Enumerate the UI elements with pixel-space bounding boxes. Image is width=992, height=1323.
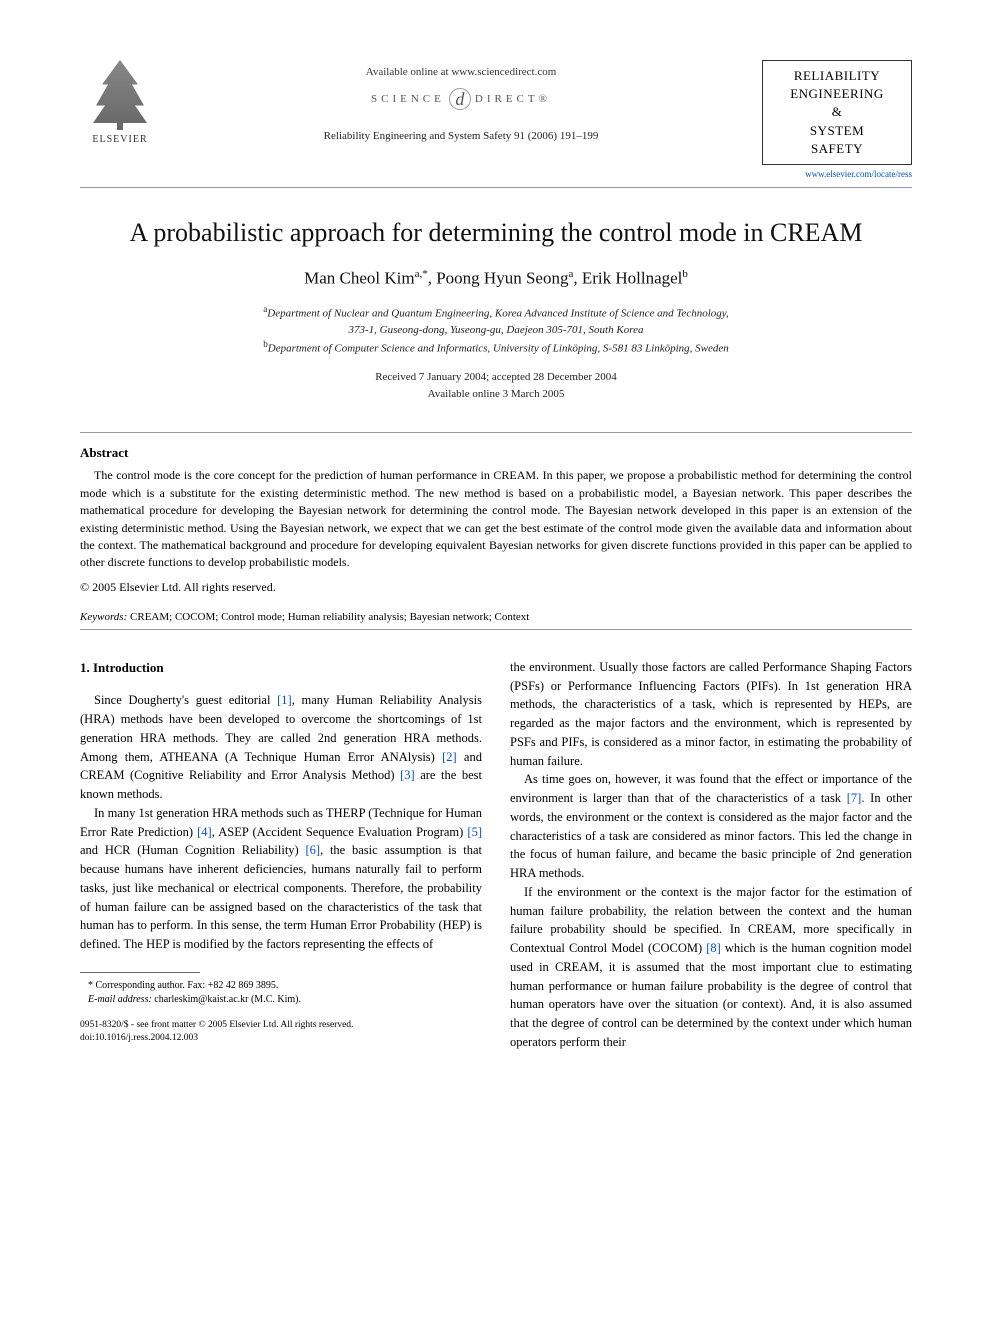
citation-link[interactable]: [1] (277, 693, 292, 707)
keywords-line: Keywords: CREAM; COCOM; Control mode; Hu… (80, 611, 912, 623)
article-title: A probabilistic approach for determining… (80, 218, 912, 248)
body-paragraph: In many 1st generation HRA methods such … (80, 804, 482, 954)
intro-heading: 1. Introduction (80, 658, 482, 678)
body-paragraph: As time goes on, however, it was found t… (510, 770, 912, 883)
body-paragraph: the environment. Usually those factors a… (510, 658, 912, 771)
author-name: Erik Hollnagel (582, 269, 683, 288)
keywords-text: CREAM; COCOM; Control mode; Human reliab… (127, 611, 529, 623)
doi-line: doi:10.1016/j.ress.2004.12.003 (80, 1032, 482, 1045)
sd-at-icon: d (449, 88, 471, 110)
elsevier-tree-icon (90, 60, 150, 130)
email-footnote: E-mail address: charleskim@kaist.ac.kr (… (80, 993, 482, 1007)
abstract-text: The control mode is the core concept for… (80, 467, 912, 571)
doi-line: 0951-8320/$ - see front matter © 2005 El… (80, 1019, 482, 1032)
journal-box-line: & (767, 103, 907, 121)
email-address[interactable]: charleskim@kaist.ac.kr (M.C. Kim). (152, 994, 301, 1005)
journal-title-box: RELIABILITY ENGINEERING & SYSTEM SAFETY (762, 60, 912, 165)
keywords-label: Keywords: (80, 611, 127, 623)
corresponding-footnote: * Corresponding author. Fax: +82 42 869 … (80, 979, 482, 993)
body-text: and HCR (Human Cognition Reliability) (80, 843, 305, 857)
date-received: Received 7 January 2004; accepted 28 Dec… (375, 371, 617, 383)
affiliations: aDepartment of Nuclear and Quantum Engin… (80, 303, 912, 358)
email-label: E-mail address: (88, 994, 152, 1005)
body-text: , ASEP (Accident Sequence Evaluation Pro… (212, 825, 468, 839)
citation-link[interactable]: [6] (305, 843, 320, 857)
citation-link[interactable]: [8] (706, 941, 721, 955)
body-text: , the basic assumption is that because h… (80, 843, 482, 951)
footnote-divider (80, 972, 200, 973)
authors: Man Cheol Kima,*, Poong Hyun Seonga, Eri… (80, 268, 912, 289)
affil-line: Department of Nuclear and Quantum Engine… (267, 307, 729, 319)
sd-left: SCIENCE (371, 93, 445, 105)
article-dates: Received 7 January 2004; accepted 28 Dec… (80, 369, 912, 402)
header-divider (80, 187, 912, 188)
author-name: Poong Hyun Seong (436, 269, 568, 288)
abstract-divider-top (80, 432, 912, 433)
sciencedirect-logo: SCIENCE d DIRECT® (371, 88, 551, 110)
abstract-divider-bottom (80, 629, 912, 630)
date-online: Available online 3 March 2005 (428, 388, 565, 400)
body-columns: 1. Introduction Since Dougherty's guest … (80, 658, 912, 1052)
available-online: Available online at www.sciencedirect.co… (160, 66, 762, 78)
citation-link[interactable]: [2] (442, 750, 457, 764)
doi-block: 0951-8320/$ - see front matter © 2005 El… (80, 1019, 482, 1046)
citation-link[interactable]: [7] (847, 791, 862, 805)
affil-line: Department of Computer Science and Infor… (268, 343, 729, 355)
journal-box-wrap: RELIABILITY ENGINEERING & SYSTEM SAFETY … (762, 60, 912, 179)
body-paragraph: Since Dougherty's guest editorial [1], m… (80, 691, 482, 804)
citation-link[interactable]: [3] (400, 768, 415, 782)
copyright: © 2005 Elsevier Ltd. All rights reserved… (80, 580, 912, 595)
right-column: the environment. Usually those factors a… (510, 658, 912, 1052)
journal-box-line: RELIABILITY (767, 67, 907, 85)
elsevier-text: ELSEVIER (92, 134, 147, 145)
affil-line: 373-1, Guseong-dong, Yuseong-gu, Daejeon… (349, 324, 644, 336)
journal-reference: Reliability Engineering and System Safet… (160, 130, 762, 142)
citation-link[interactable]: [4] (197, 825, 212, 839)
journal-box-line: SYSTEM (767, 122, 907, 140)
elsevier-logo: ELSEVIER (80, 60, 160, 145)
journal-link[interactable]: www.elsevier.com/locate/ress (762, 169, 912, 179)
author-sup: a (568, 268, 573, 280)
journal-box-line: ENGINEERING (767, 85, 907, 103)
body-text: which is the human cognition model used … (510, 941, 912, 1049)
author-name: Man Cheol Kim (304, 269, 415, 288)
sd-right: DIRECT® (475, 93, 551, 105)
center-header: Available online at www.sciencedirect.co… (160, 60, 762, 142)
body-paragraph: If the environment or the context is the… (510, 883, 912, 1052)
header-row: ELSEVIER Available online at www.science… (80, 60, 912, 179)
abstract-heading: Abstract (80, 445, 912, 461)
author-sup: b (682, 268, 688, 280)
author-sup: a,* (415, 268, 428, 280)
journal-box-line: SAFETY (767, 140, 907, 158)
left-column: 1. Introduction Since Dougherty's guest … (80, 658, 482, 1052)
citation-link[interactable]: [5] (467, 825, 482, 839)
body-text: Since Dougherty's guest editorial (94, 693, 277, 707)
